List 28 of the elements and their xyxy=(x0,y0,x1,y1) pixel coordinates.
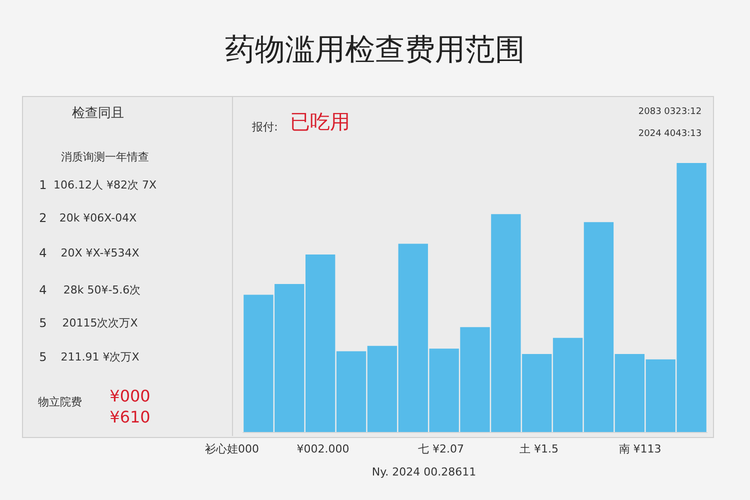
text: 28k 50¥-5.6次 xyxy=(63,282,141,298)
text: ¥002.000 xyxy=(296,442,350,456)
text: 106.12人 ¥82次 7X xyxy=(53,178,157,192)
text: 2 xyxy=(39,211,47,225)
text: 4 xyxy=(39,283,47,297)
text: ¥000 xyxy=(110,386,150,406)
text: 1 xyxy=(39,178,47,192)
text: 已吃用 xyxy=(290,108,350,136)
text: 物立院费 xyxy=(38,394,82,410)
text: 211.91 ¥次万X xyxy=(60,350,140,364)
chart-title: 药物滥用检查费用范围 xyxy=(225,34,525,66)
text: 衫心娃000 xyxy=(205,442,259,456)
text: 七 ¥2.07 xyxy=(418,442,464,456)
text: 2083 0323:12 xyxy=(638,107,702,117)
text: 20115次次万X xyxy=(62,316,138,330)
text: 5 xyxy=(39,316,47,330)
text: 消质询测一年情查 xyxy=(61,150,149,164)
text: 2024 4043:13 xyxy=(638,129,702,139)
text: 4 xyxy=(39,246,47,260)
text: 土 ¥1.5 xyxy=(520,442,558,456)
text: Ny. 2024 00.28611 xyxy=(372,466,476,478)
text: 报付: xyxy=(252,120,278,134)
text: 5 xyxy=(39,350,47,364)
text: 20X ¥X-¥534X xyxy=(60,246,140,260)
text: 南 ¥113 xyxy=(618,442,662,456)
text: ¥610 xyxy=(110,408,150,426)
text: 检查同且 xyxy=(72,105,124,122)
text: 20k ¥06X-04X xyxy=(59,212,137,224)
